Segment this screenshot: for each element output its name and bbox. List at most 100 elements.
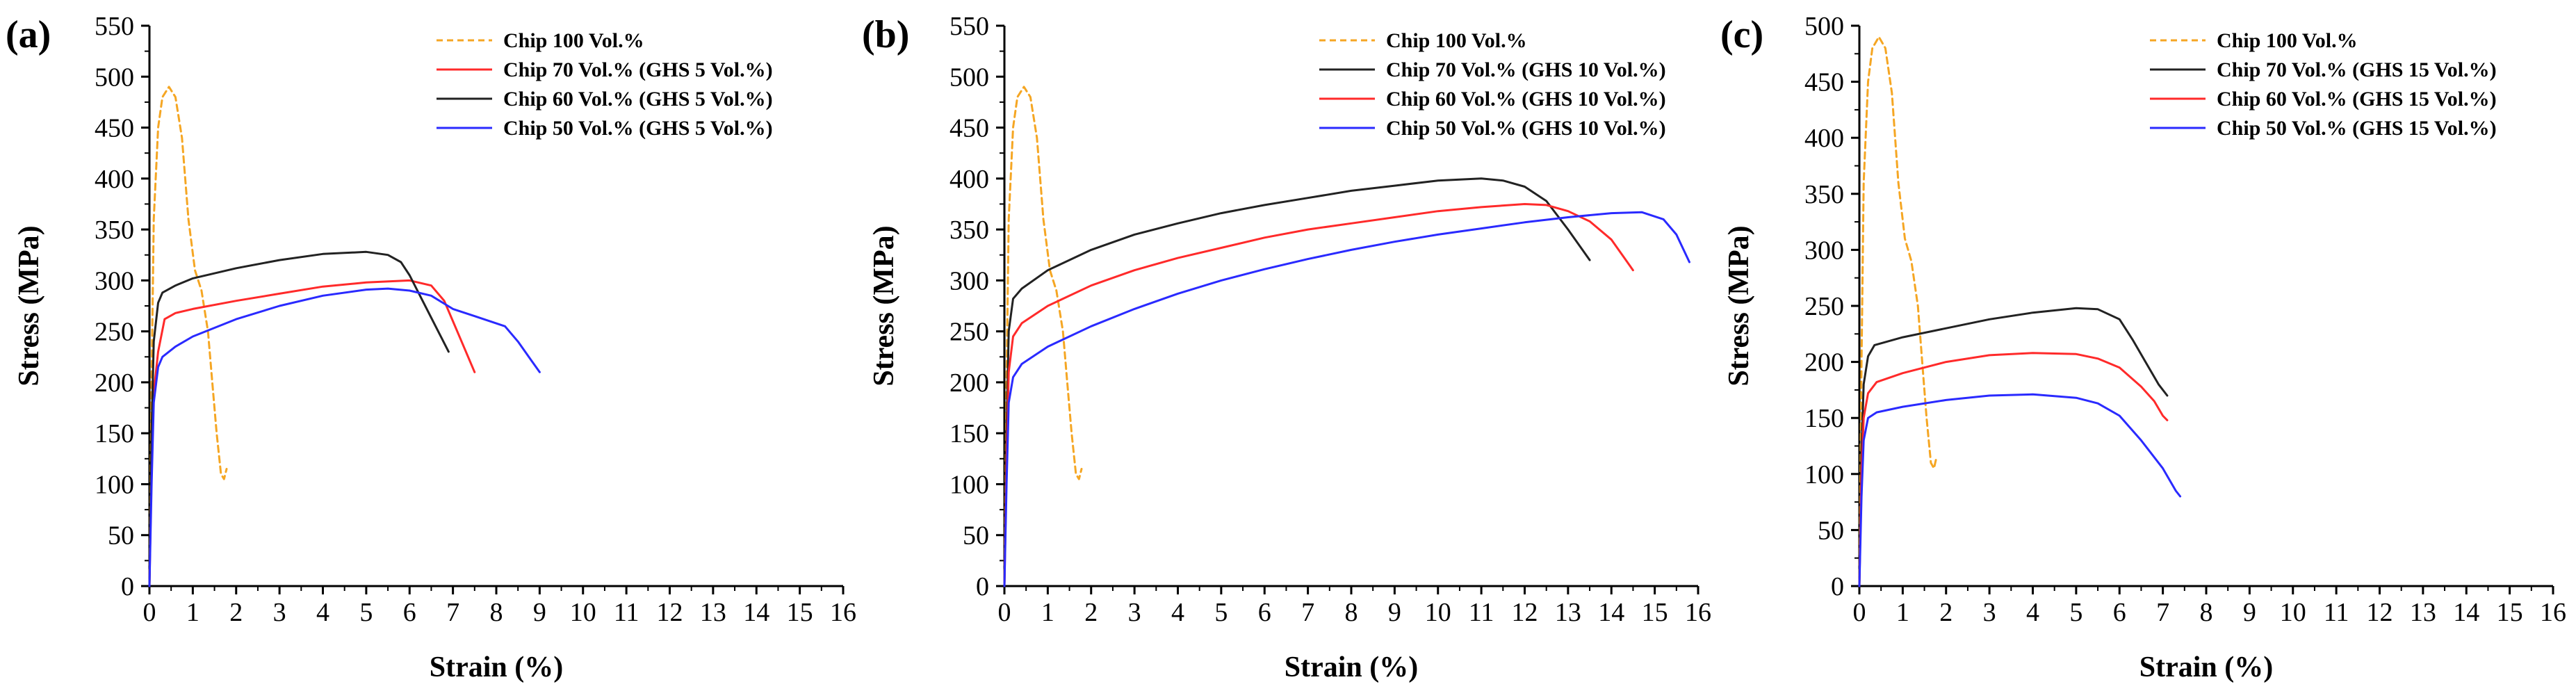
legend-label: Chip 60 Vol.% (GHS 5 Vol.%)	[503, 88, 773, 111]
x-tick-label: 15	[1642, 598, 1668, 627]
x-tick-label: 1	[1896, 598, 1909, 627]
x-tick-label: 0	[998, 598, 1011, 627]
legend-label: Chip 70 Vol.% (GHS 10 Vol.%)	[1386, 58, 1666, 81]
y-tick-label: 250	[949, 318, 989, 347]
y-tick-label: 350	[1804, 180, 1844, 209]
x-tick-label: 8	[1345, 598, 1358, 627]
y-tick-label: 250	[95, 318, 134, 347]
y-tick-label: 300	[949, 266, 989, 295]
y-tick-label: 550	[95, 12, 134, 41]
x-tick-label: 4	[316, 598, 329, 627]
x-tick-label: 0	[1853, 598, 1866, 627]
x-tick-label: 2	[1084, 598, 1098, 627]
legend-label: Chip 60 Vol.% (GHS 15 Vol.%)	[2217, 88, 2497, 111]
series-line-1	[1003, 177, 1591, 587]
chart-panel-2: (c)0 1 2 3 4 5 6 7 8 9 10 11 12 13 14 15 160501001502002…	[1720, 12, 2566, 683]
y-tick-label: 500	[1804, 12, 1844, 41]
legend-label: Chip 50 Vol.% (GHS 5 Vol.%)	[503, 117, 773, 140]
x-tick-label: 7	[446, 598, 459, 627]
x-tick-label: 16	[1685, 598, 1711, 627]
x-tick-label: 11	[2324, 598, 2349, 627]
y-tick-label: 100	[95, 470, 134, 499]
x-tick-label: 8	[490, 598, 503, 627]
y-tick-label: 400	[1804, 124, 1844, 153]
x-tick-label: 11	[1469, 598, 1494, 627]
x-tick-label: 16	[830, 598, 856, 627]
y-tick-label: 50	[108, 521, 134, 551]
y-axis-label: Stress (MPa)	[13, 225, 45, 386]
x-tick-label: 9	[2243, 598, 2256, 627]
y-tick-label: 200	[95, 368, 134, 398]
y-tick-label: 500	[949, 63, 989, 92]
series-line-2	[148, 250, 450, 587]
y-tick-label: 100	[1804, 460, 1844, 489]
x-tick-label: 13	[700, 598, 726, 627]
legend-label: Chip 100 Vol.%	[503, 29, 644, 52]
x-tick-label: 3	[273, 598, 286, 627]
x-tick-label: 9	[1388, 598, 1401, 627]
y-tick-label: 0	[121, 572, 134, 601]
y-tick-label: 450	[1804, 68, 1844, 97]
x-tick-label: 12	[657, 598, 683, 627]
legend-label: Chip 50 Vol.% (GHS 15 Vol.%)	[2217, 117, 2497, 140]
x-tick-label: 12	[1512, 598, 1538, 627]
legend-label: Chip 70 Vol.% (GHS 5 Vol.%)	[503, 58, 773, 81]
y-tick-label: 400	[95, 165, 134, 194]
y-tick-label: 100	[949, 470, 989, 499]
x-tick-label: 3	[1983, 598, 1996, 627]
chart-panel-1: (b)0 1 2 3 4 5 6 7 8 9 10 11 12 13 14 15 160501001502002…	[862, 12, 1711, 683]
x-axis-label: Strain (%)	[430, 651, 564, 683]
x-tick-label: 12	[2367, 598, 2393, 627]
x-tick-label: 6	[1258, 598, 1271, 627]
x-tick-label: 10	[570, 598, 596, 627]
x-tick-label: 2	[1939, 598, 1953, 627]
x-tick-label: 13	[1555, 598, 1581, 627]
x-tick-label: 14	[2453, 598, 2479, 627]
legend-label: Chip 100 Vol.%	[1386, 29, 1527, 52]
x-tick-label: 1	[1041, 598, 1054, 627]
x-tick-label: 5	[359, 598, 373, 627]
y-tick-label: 300	[95, 266, 134, 295]
y-tick-label: 500	[95, 63, 134, 92]
x-tick-label: 3	[1128, 598, 1141, 627]
x-tick-label: 4	[1171, 598, 1184, 627]
y-tick-label: 300	[1804, 236, 1844, 265]
x-tick-label: 0	[143, 598, 156, 627]
x-tick-label: 15	[2497, 598, 2523, 627]
y-tick-label: 350	[949, 216, 989, 245]
y-tick-label: 250	[1804, 292, 1844, 321]
y-tick-label: 150	[949, 419, 989, 448]
legend-label: Chip 50 Vol.% (GHS 10 Vol.%)	[1386, 117, 1666, 140]
y-tick-label: 400	[949, 165, 989, 194]
x-axis-label: Strain (%)	[2139, 651, 2274, 683]
chart-title: (b)	[862, 13, 909, 56]
x-tick-label: 5	[1214, 598, 1228, 627]
x-tick-label: 10	[2280, 598, 2306, 627]
x-tick-label: 6	[403, 598, 416, 627]
y-tick-label: 200	[1804, 348, 1844, 378]
x-tick-label: 14	[743, 598, 769, 627]
legend-label: Chip 60 Vol.% (GHS 10 Vol.%)	[1386, 88, 1666, 111]
series-line-3	[148, 287, 541, 587]
x-tick-label: 5	[2069, 598, 2082, 627]
chart-title: (c)	[1720, 13, 1763, 56]
series-line-1	[1858, 307, 2169, 587]
x-tick-label: 6	[2113, 598, 2126, 627]
x-tick-label: 1	[186, 598, 199, 627]
x-tick-label: 14	[1598, 598, 1624, 627]
y-tick-label: 50	[963, 521, 989, 551]
x-tick-label: 4	[2026, 598, 2039, 627]
x-tick-label: 11	[614, 598, 639, 627]
x-axis-label: Strain (%)	[1285, 651, 1419, 683]
series-line-2	[1858, 352, 2169, 587]
x-tick-label: 9	[533, 598, 546, 627]
x-tick-label: 2	[229, 598, 243, 627]
y-tick-label: 0	[976, 572, 989, 601]
y-tick-label: 450	[949, 114, 989, 143]
x-tick-label: 16	[2540, 598, 2566, 627]
x-tick-label: 13	[2410, 598, 2436, 627]
y-tick-label: 150	[95, 419, 134, 448]
y-tick-label: 150	[1804, 404, 1844, 433]
series-line-0	[1858, 35, 1938, 587]
